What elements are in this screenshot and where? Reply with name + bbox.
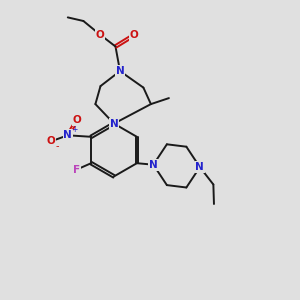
Text: F: F [73,165,80,175]
Text: -: - [56,141,59,151]
Text: N: N [149,160,158,170]
Text: O: O [47,136,56,146]
Text: +: + [71,125,77,134]
Text: O: O [73,115,82,125]
Text: O: O [95,29,104,40]
Text: N: N [63,130,72,140]
Text: O: O [130,30,139,40]
Text: N: N [116,66,124,76]
Text: N: N [196,162,204,172]
Text: N: N [110,118,118,129]
